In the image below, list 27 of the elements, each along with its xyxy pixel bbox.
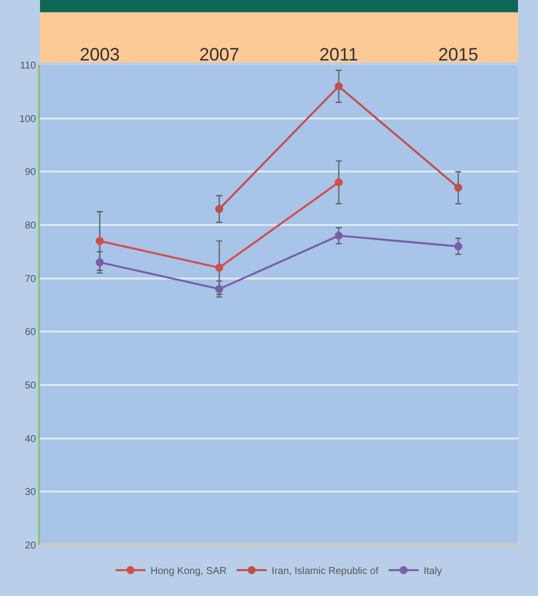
y-tick-label: 100 xyxy=(19,114,36,125)
point xyxy=(215,285,224,293)
point xyxy=(215,205,224,213)
x-tick-label: 2007 xyxy=(199,44,240,64)
y-tick-label: 60 xyxy=(24,327,36,338)
y-tick-label: 20 xyxy=(24,540,36,552)
legend-label: Iran, Islamic Republic of xyxy=(272,566,379,578)
x-tick-label: 2015 xyxy=(438,44,478,64)
y-tick-label: 50 xyxy=(24,380,36,392)
point xyxy=(334,232,343,240)
point xyxy=(454,242,462,250)
legend-label: Italy xyxy=(424,566,442,578)
y-tick-label: 70 xyxy=(24,274,36,285)
point xyxy=(96,237,104,245)
point xyxy=(215,264,224,272)
point xyxy=(454,184,462,192)
x-tick-label: 2003 xyxy=(80,44,120,64)
y-tick-label: 110 xyxy=(20,60,36,72)
legend-label: Hong Kong, SAR xyxy=(150,566,227,578)
y-tick-label: 40 xyxy=(24,434,36,445)
point xyxy=(96,258,104,266)
y-tick-label: 80 xyxy=(24,220,36,232)
y-tick-label: 90 xyxy=(24,167,36,178)
x-tick-label: 2011 xyxy=(319,44,358,64)
y-tick-label: 30 xyxy=(24,487,36,498)
point xyxy=(334,178,343,186)
point xyxy=(334,82,343,90)
